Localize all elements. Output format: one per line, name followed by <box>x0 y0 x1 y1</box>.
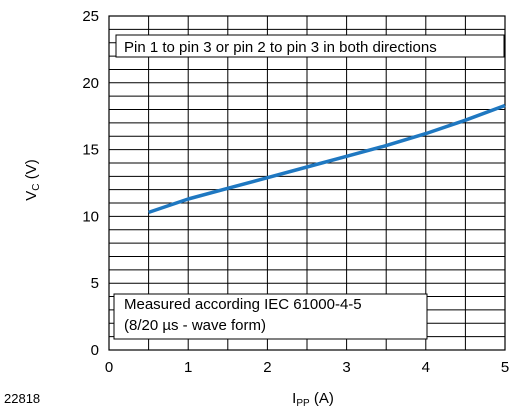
series-group <box>148 103 506 215</box>
y-tick-label: 10 <box>82 208 99 225</box>
y-tick-label: 15 <box>82 142 99 159</box>
annotation-bottom-line-2: (8/20 µs - wave form) <box>124 317 266 334</box>
y-tick-label: 0 <box>91 342 99 359</box>
y-tick-label: 25 <box>82 8 99 25</box>
y-axis-title: VC (V) <box>23 159 42 200</box>
y-tick-label: 20 <box>82 75 99 92</box>
plot-frame <box>108 15 506 351</box>
x-tick-label: 1 <box>184 359 192 376</box>
x-tick-label: 3 <box>342 359 350 376</box>
annotation-top-text: Pin 1 to pin 3 or pin 2 to pin 3 in both… <box>124 39 437 56</box>
x-axis-title-main: I <box>292 390 296 407</box>
x-axis-title: IPP (A) <box>292 390 334 409</box>
annotation-bottom-box <box>113 293 428 340</box>
y-axis-title-main: V <box>23 191 40 201</box>
x-tick-label: 5 <box>501 359 509 376</box>
x-tick-label: 0 <box>105 359 113 376</box>
x-axis-title-sub: PP <box>296 398 310 409</box>
x-tick-label: 4 <box>422 359 430 376</box>
y-tick-label: 5 <box>91 275 99 292</box>
y-axis-title-sub: C <box>31 183 42 190</box>
tick-labels: 0 5 10 15 20 25 0 1 2 3 4 5 <box>82 8 509 376</box>
y-axis-title-unit: (V) <box>23 159 40 183</box>
series-line <box>148 103 506 215</box>
annotation-bottom-line-1: Measured according IEC 61000-4-5 <box>124 296 362 313</box>
figure-code: 22818 <box>4 391 40 406</box>
x-tick-label: 2 <box>263 359 271 376</box>
annotation-top-box <box>115 34 505 58</box>
x-axis-title-unit: (A) <box>310 390 334 407</box>
